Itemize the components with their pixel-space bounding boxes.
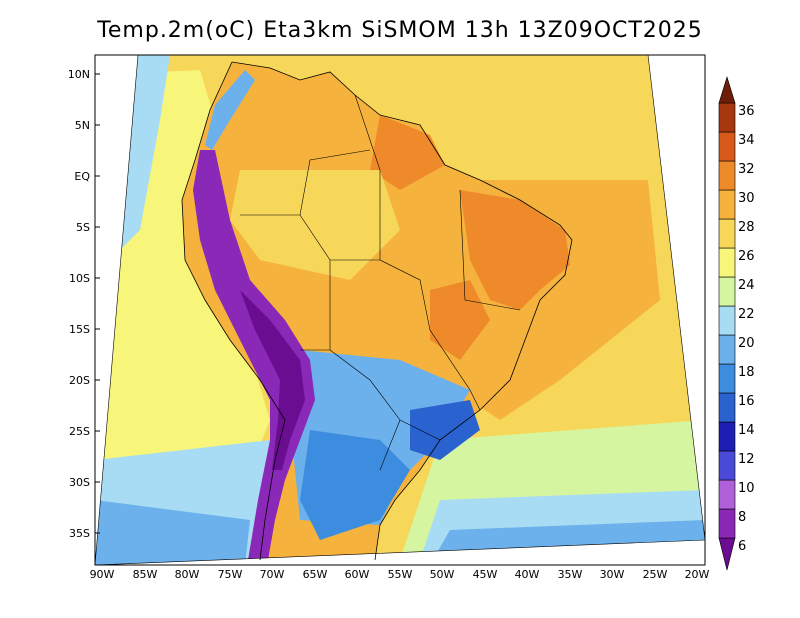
lon-label-60w: 60W: [345, 568, 370, 581]
colorbar-swatch: [718, 305, 736, 336]
colorbar-label-32: 32: [738, 162, 755, 177]
colorbar-swatch: [718, 247, 736, 278]
lon-label-35w: 35W: [558, 568, 583, 581]
land-southeast-cool: [410, 400, 480, 460]
lon-label-85w: 85W: [133, 568, 158, 581]
map-field: [95, 55, 705, 565]
colorbar-label-10: 10: [738, 481, 755, 496]
colorbar-label-24: 24: [738, 278, 755, 293]
lon-label-75w: 75W: [218, 568, 243, 581]
colorbar-swatch: [718, 189, 736, 220]
colorbar-lower-triangle: [718, 537, 736, 571]
andes-north: [205, 70, 255, 150]
lon-label-30w: 30W: [600, 568, 625, 581]
colorbar-label-30: 30: [738, 191, 755, 206]
lat-label-25s: 25S: [69, 425, 90, 438]
colorbar-labels: 6 8 10 12 14 16 18 20 22 24 26 28 30 32 …: [738, 104, 755, 554]
colorbar-label-18: 18: [738, 365, 755, 380]
lat-label-eq: EQ: [74, 170, 90, 183]
colorbar-swatch: [718, 131, 736, 162]
colorbar-label-12: 12: [738, 452, 755, 467]
colorbar-swatch: [718, 392, 736, 423]
chart-title: Temp.2m(oC) Eta3km SiSMOM 13h 13Z09OCT20…: [97, 18, 703, 43]
lon-label-45w: 45W: [473, 568, 498, 581]
lat-label-35s: 35S: [69, 527, 90, 540]
colorbar-label-34: 34: [738, 133, 755, 148]
colorbar-label-22: 22: [738, 307, 755, 322]
lon-label-70w: 70W: [260, 568, 285, 581]
colorbar-label-26: 26: [738, 249, 755, 264]
lat-label-20s: 20S: [69, 374, 90, 387]
axes-frame: [94, 54, 706, 566]
coastline: [181, 61, 573, 561]
colorbar-swatch: [718, 160, 736, 191]
lat-label-5s: 5S: [76, 221, 90, 234]
lat-label-15s: 15S: [69, 323, 90, 336]
lon-label-80w: 80W: [175, 568, 200, 581]
colorbar-swatch: [718, 450, 736, 481]
colorbar-swatch: [718, 421, 736, 452]
land-north-hot: [370, 115, 445, 190]
land-northeast-hot: [460, 190, 570, 310]
colorbar-swatch: [718, 479, 736, 510]
colorbar-swatch: [718, 363, 736, 394]
colorbar-label-8: 8: [738, 510, 746, 525]
colorbar-label-28: 28: [738, 220, 755, 235]
colorbar-upper-triangle: [718, 75, 736, 104]
colorbar-swatch: [718, 276, 736, 307]
lat-label-10n: 10N: [68, 68, 90, 81]
colorbar-swatch: [718, 218, 736, 249]
colorbar-label-14: 14: [738, 423, 755, 438]
latitude-axis: 10N 5N EQ 5S 10S 15S 20S 25S 30S 35S: [68, 68, 100, 540]
lon-label-40w: 40W: [515, 568, 540, 581]
colorbar-label-16: 16: [738, 394, 755, 409]
lon-label-50w: 50W: [430, 568, 455, 581]
ocean-mild-region: [330, 55, 650, 180]
colorbar-swatch: [718, 508, 736, 539]
land-amazon-mild: [230, 170, 400, 280]
lon-label-20w: 20W: [685, 568, 710, 581]
ocean-south-pacific-2: [95, 500, 250, 565]
land-central-hot: [430, 280, 490, 360]
colorbar-label-20: 20: [738, 336, 755, 351]
lon-label-65w: 65W: [303, 568, 328, 581]
andes-coldest: [240, 290, 305, 470]
lat-label-5n: 5N: [75, 119, 90, 132]
colorbar: [718, 75, 736, 571]
lon-label-55w: 55W: [388, 568, 413, 581]
colorbar-label-6: 6: [738, 539, 746, 554]
land-south-colder: [300, 430, 410, 540]
lon-label-90w: 90W: [90, 568, 115, 581]
country-borders: [240, 94, 521, 471]
colorbar-label-36: 36: [738, 104, 755, 119]
colorbar-swatch: [718, 334, 736, 365]
colorbar-swatch: [718, 102, 736, 133]
lat-label-10s: 10S: [69, 272, 90, 285]
longitude-axis: 90W 85W 80W 75W 70W 65W 60W 55W 50W 45W …: [90, 568, 710, 581]
lat-label-30s: 30S: [69, 476, 90, 489]
lon-label-25w: 25W: [643, 568, 668, 581]
